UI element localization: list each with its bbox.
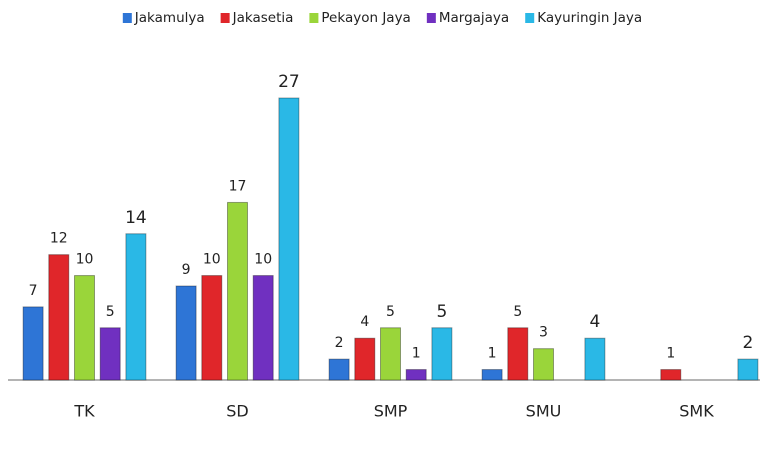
- legend-swatch: [426, 13, 436, 23]
- value-label: 10: [254, 252, 272, 268]
- legend-label: Margajaya: [439, 10, 509, 26]
- bar: [22, 306, 44, 381]
- value-label: 7: [29, 283, 38, 299]
- legend-swatch: [122, 13, 132, 23]
- bar: [431, 327, 453, 381]
- legend-swatch: [220, 13, 230, 23]
- bar: [252, 275, 274, 381]
- bar: [201, 275, 223, 381]
- legend-item: Kayuringin Jaya: [525, 10, 642, 26]
- value-label: 14: [125, 208, 147, 228]
- x-tick-label: SMP: [374, 402, 408, 421]
- x-tick-label: SMU: [526, 402, 562, 421]
- legend-swatch: [309, 13, 319, 23]
- bar: [227, 201, 248, 381]
- legend-swatch: [525, 13, 535, 23]
- value-label: 12: [50, 231, 68, 247]
- bar: [175, 285, 197, 381]
- legend-label: Jakasetia: [232, 10, 294, 26]
- legend-label: Jakamulya: [134, 10, 205, 26]
- bar: [354, 337, 376, 381]
- legend-item: Jakasetia: [220, 10, 294, 26]
- legend-label: Pekayon Jaya: [321, 10, 410, 26]
- x-tick-label: TK: [73, 402, 95, 421]
- bar: [481, 369, 503, 381]
- value-label: 10: [76, 252, 94, 268]
- value-label: 5: [106, 304, 115, 320]
- bar: [405, 369, 427, 381]
- bar: [533, 348, 554, 381]
- value-label: 1: [666, 346, 675, 362]
- legend: Jakamulya Jakasetia Pekayon Jaya Margajaya K…: [122, 10, 642, 26]
- bar: [737, 358, 759, 381]
- bar: [660, 369, 682, 381]
- value-label: 2: [742, 333, 753, 353]
- legend-item: Margajaya: [426, 10, 509, 26]
- legend-item: Pekayon Jaya: [309, 10, 411, 26]
- value-label: 10: [203, 252, 221, 268]
- value-label: 5: [513, 304, 522, 320]
- bar: [74, 275, 95, 381]
- bar: [125, 233, 147, 381]
- legend-label: Kayuringin Jaya: [537, 10, 642, 26]
- value-label: 9: [182, 262, 191, 278]
- value-label: 5: [436, 302, 447, 322]
- value-label: 1: [412, 346, 421, 362]
- x-tick-label: SD: [226, 402, 248, 421]
- bar: [48, 254, 70, 381]
- value-label: 27: [278, 72, 300, 92]
- value-label: 4: [589, 312, 600, 332]
- legend-item: Jakamulya: [122, 10, 205, 26]
- value-label: 1: [488, 346, 497, 362]
- bar: [99, 327, 121, 381]
- value-label: 5: [386, 304, 395, 320]
- value-label: 4: [360, 314, 369, 330]
- x-tick-label: SMK: [679, 402, 714, 421]
- bar: [584, 337, 606, 381]
- value-label: 3: [539, 325, 548, 341]
- bar: [278, 97, 300, 381]
- bar: [328, 358, 350, 381]
- value-label: 2: [335, 335, 344, 351]
- bar: [380, 327, 401, 381]
- value-label: 17: [229, 178, 247, 194]
- bar: [507, 327, 529, 381]
